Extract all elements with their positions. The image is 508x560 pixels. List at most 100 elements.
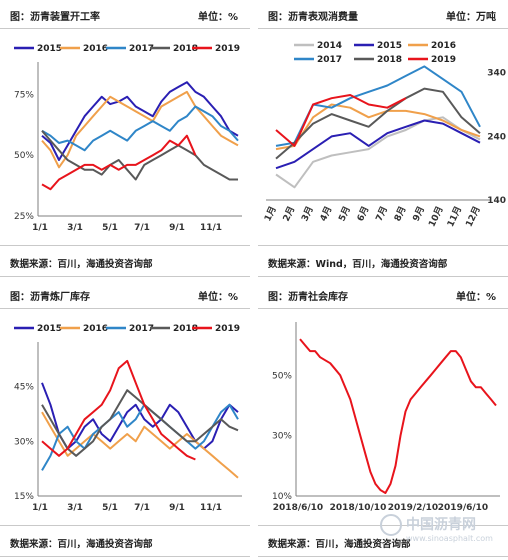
- chart-unit: 单位：%: [197, 292, 238, 303]
- chart-plot-area: 10% 30% 50% 2018/6/10 2018/10/10 2019/2/10 201…: [272, 322, 500, 513]
- panel-footer: 数据来源：百川，海通投资咨询部: [0, 245, 250, 277]
- y-tick-label: 30%: [272, 432, 292, 442]
- chart-plot-area: 25% 50% 75% 1/1 3/1 5/1 7/1 9/1 11/1 2015 2016 2017…: [14, 44, 242, 233]
- chart-panel-social-inventory: 图：沥青社会库存 单位：% 10% 30% 50% 2018/6/10 2018/10/…: [258, 280, 508, 557]
- x-tick-label: 5/1: [102, 503, 118, 513]
- watermark-url: www.sinoasphalt.com: [406, 534, 493, 543]
- x-tick-label: 2018/10/10: [330, 503, 387, 513]
- y-tick-label: 50%: [272, 371, 292, 381]
- chart-panel-refinery-inventory: 图：沥青炼厂库存 单位：% 15% 30% 45% 1/1 3/1 5/1 7/1 9/1 11…: [0, 280, 250, 557]
- x-tick-label: 8月: [392, 205, 408, 223]
- x-tick-label: 7/1: [134, 223, 150, 233]
- legend-label: 2016: [83, 44, 108, 54]
- legend-label: 2014: [317, 41, 342, 51]
- x-tick-label: 5月: [336, 205, 352, 223]
- series-line-2019: [275, 94, 407, 147]
- legend-label: 2019: [215, 324, 240, 334]
- data-source: 数据来源：Wind，百川，海通投资咨询部: [268, 259, 448, 270]
- panel-header: 图：沥青炼厂库存 单位：%: [0, 280, 250, 309]
- watermark: 中国沥青网 www.sinoasphalt.com: [380, 512, 500, 552]
- series-line-2016: [41, 90, 239, 169]
- y-tick-label: 25%: [14, 212, 34, 222]
- series-line-2017: [41, 403, 239, 471]
- legend-label: 2016: [431, 41, 456, 51]
- watermark-name: 中国沥青网: [406, 517, 476, 533]
- legend-label: 2018: [377, 55, 402, 65]
- y-tick-label: 75%: [14, 90, 34, 100]
- x-tick-label: 9/1: [169, 503, 185, 513]
- legend-label: 2019: [431, 55, 456, 65]
- data-source: 数据来源：百川，海通投资咨询部: [268, 539, 411, 550]
- legend-label: 2017: [129, 44, 154, 54]
- x-tick-label: 2019/6/10: [438, 503, 488, 513]
- legend-label: 2015: [37, 44, 62, 54]
- chart-title: 图：沥青装置开工率: [10, 12, 100, 23]
- legend-label: 2017: [317, 55, 342, 65]
- y-tick-label: 30%: [14, 437, 34, 447]
- panel-footer: 数据来源：百川，海通投资咨询部: [0, 525, 250, 557]
- chart-plot-area: 140 240 340 1月 2月 3月 4月 5月 6月 7月 8月 9月 10月 11月 12月 2014…: [262, 41, 506, 229]
- series-line-social-inventory: [299, 338, 497, 494]
- x-tick-label: 1/1: [32, 223, 48, 233]
- x-tick-label: 2019/2/10: [388, 503, 438, 513]
- series-line-2018: [41, 130, 238, 181]
- series-line-2019: [41, 134, 197, 191]
- y-tick-label: 140: [487, 196, 506, 206]
- x-tick-label: 1月: [262, 205, 278, 223]
- chart-plot-area: 15% 30% 45% 1/1 3/1 5/1 7/1 9/1 11/1 2015 2016 2017…: [14, 324, 242, 513]
- x-tick-label: 4月: [318, 205, 334, 223]
- y-tick-label: 240: [487, 132, 506, 142]
- series-line-2014: [275, 116, 481, 189]
- x-tick-label: 11月: [445, 205, 464, 229]
- series-line-2019: [41, 359, 196, 461]
- x-tick-label: 9/1: [169, 223, 185, 233]
- legend-label: 2015: [37, 324, 62, 334]
- series-line-2016: [275, 103, 481, 151]
- series-line-2016: [41, 411, 239, 479]
- y-tick-label: 340: [487, 69, 506, 79]
- series-line-2017: [41, 105, 239, 152]
- x-tick-label: 11/1: [200, 223, 222, 233]
- chart-title: 图：沥青炼厂库存: [10, 292, 90, 303]
- series-line-2015: [275, 119, 481, 170]
- y-tick-label: 50%: [14, 151, 34, 161]
- watermark-logo-icon: [380, 514, 402, 536]
- series-line-2018: [275, 87, 481, 160]
- series-line-2015: [41, 81, 239, 161]
- legend-label: 2017: [129, 324, 154, 334]
- y-tick-label: 45%: [14, 383, 34, 393]
- y-tick-label: 15%: [14, 492, 34, 502]
- chart-title: 图：沥青表观消费量: [268, 12, 358, 23]
- panel-header: 图：沥青装置开工率 单位：%: [0, 0, 250, 29]
- x-tick-label: 9月: [411, 205, 427, 223]
- legend-label: 2019: [215, 44, 240, 54]
- data-source: 数据来源：百川，海通投资咨询部: [10, 539, 153, 550]
- legend-label: 2018: [173, 324, 198, 334]
- panel-header: 图：沥青社会库存 单位：%: [258, 280, 508, 309]
- x-tick-label: 12月: [464, 205, 483, 229]
- x-tick-label: 3/1: [67, 223, 83, 233]
- x-tick-label: 5/1: [102, 223, 118, 233]
- legend-label: 2018: [173, 44, 198, 54]
- chart-panel-operating-rate: 图：沥青装置开工率 单位：% 25% 50% 75% 1/1 3/1 5/1 7/1 9/1 1…: [0, 0, 250, 277]
- x-tick-label: 2月: [281, 205, 297, 223]
- chart-unit: 单位：万吨: [446, 12, 496, 23]
- panel-header: 图：沥青表观消费量 单位：万吨: [258, 0, 508, 29]
- chart-unit: 单位：%: [197, 12, 238, 23]
- x-tick-label: 11/1: [200, 503, 222, 513]
- legend-label: 2016: [83, 324, 108, 334]
- y-tick-label: 10%: [272, 492, 292, 502]
- x-tick-label: 2018/6/10: [273, 503, 323, 513]
- x-tick-label: 3/1: [67, 503, 83, 513]
- data-source: 数据来源：百川，海通投资咨询部: [10, 259, 153, 270]
- x-tick-label: 7月: [374, 205, 390, 223]
- chart-panel-consumption: 图：沥青表观消费量 单位：万吨 140 240 340 1月 2月 3月 4月 5月 6月 7月 8…: [258, 0, 508, 277]
- x-tick-label: 6月: [355, 205, 371, 223]
- x-tick-label: 1/1: [32, 503, 48, 513]
- chart-unit: 单位：%: [455, 292, 496, 303]
- x-tick-label: 10月: [427, 205, 446, 229]
- chart-title: 图：沥青社会库存: [268, 292, 348, 303]
- panel-footer: 数据来源：Wind，百川，海通投资咨询部: [258, 245, 508, 277]
- legend-label: 2015: [377, 41, 402, 51]
- series-line-2018: [41, 389, 239, 457]
